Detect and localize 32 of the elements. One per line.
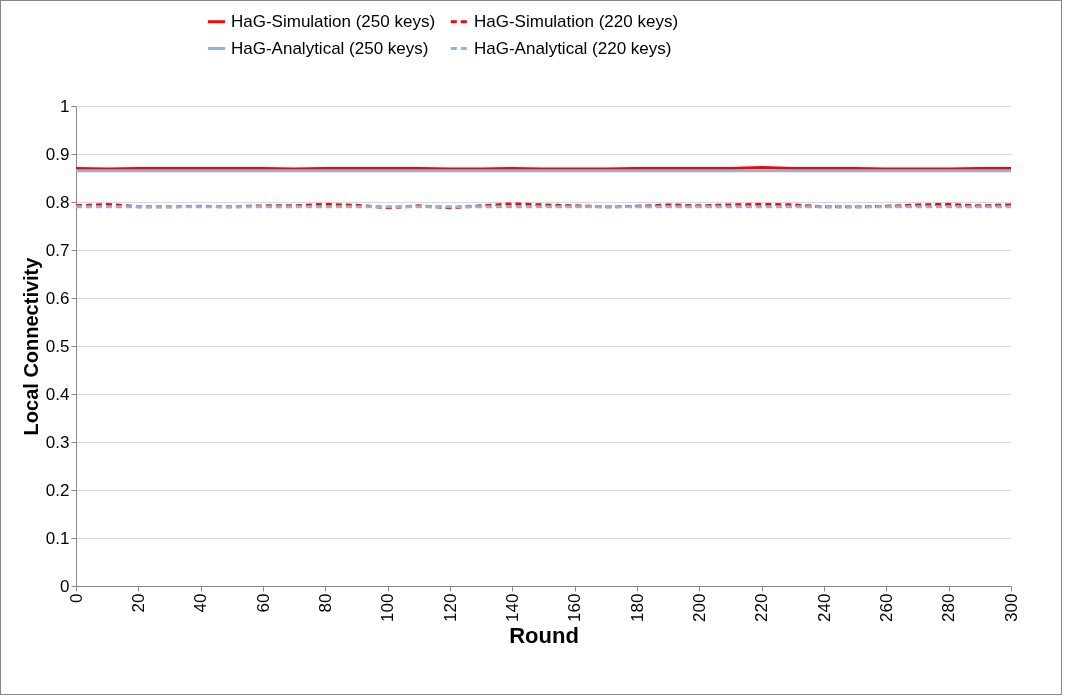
y-tick-label: 1	[60, 96, 70, 116]
y-tick-label: 0.5	[45, 336, 70, 356]
x-tick-label: 260	[876, 593, 896, 622]
x-tick-label: 100	[378, 593, 398, 622]
x-tick-label: 140	[502, 593, 522, 622]
x-tick-label: 200	[689, 593, 709, 622]
x-tick-label: 80	[315, 593, 335, 613]
x-tick-label: 220	[752, 593, 772, 622]
y-tick-label: 0.2	[45, 480, 70, 500]
y-tick-label: 0	[60, 576, 70, 596]
x-tick-label: 180	[627, 593, 647, 622]
y-axis-title: Local Connectivity	[19, 256, 42, 436]
y-tick-label: 0.1	[45, 528, 70, 548]
x-tick-label: 300	[1001, 593, 1021, 622]
x-tick-label: 240	[814, 593, 834, 622]
legend-label: HaG-Simulation (250 keys)	[231, 11, 436, 31]
y-tick-label: 0.8	[45, 192, 70, 212]
x-tick-label: 160	[565, 593, 585, 622]
y-tick-label: 0.4	[45, 384, 70, 404]
legend-label: HaG-Simulation (220 keys)	[474, 11, 679, 31]
y-tick-label: 0.6	[45, 288, 70, 308]
legend-label: HaG-Analytical (250 keys)	[231, 38, 429, 58]
y-tick-label: 0.7	[45, 240, 70, 260]
x-tick-label: 60	[253, 593, 273, 613]
legend-label: HaG-Analytical (220 keys)	[474, 38, 672, 58]
x-tick-label: 40	[191, 593, 211, 613]
x-axis-title: Round	[509, 622, 579, 648]
y-tick-label: 0.3	[45, 432, 70, 452]
x-tick-label: 20	[128, 593, 148, 613]
x-tick-label: 280	[939, 593, 959, 622]
x-tick-label: 120	[440, 593, 460, 622]
y-tick-label: 0.9	[45, 144, 70, 164]
